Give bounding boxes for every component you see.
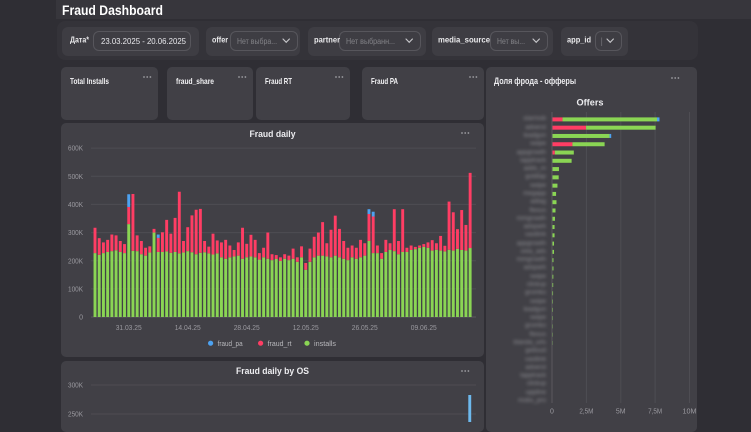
svg-text:7,5M: 7,5M xyxy=(648,409,662,416)
svg-text:09.06.25: 09.06.25 xyxy=(411,323,437,332)
svg-text:100K: 100K xyxy=(68,286,83,293)
svg-text:fraud_rt: fraud_rt xyxy=(268,341,292,348)
svg-text:│: │ xyxy=(600,37,604,47)
svg-text:0: 0 xyxy=(79,315,83,322)
svg-text:12.05.25: 12.05.25 xyxy=(293,323,319,332)
svg-text:media_source: media_source xyxy=(438,36,491,45)
svg-text:14.04.25: 14.04.25 xyxy=(175,323,201,332)
svg-text:Fraud Dashboard: Fraud Dashboard xyxy=(62,2,163,18)
svg-text:28.04.25: 28.04.25 xyxy=(234,323,260,332)
svg-text:300K: 300K xyxy=(68,230,83,237)
svg-text:300K: 300K xyxy=(68,382,83,389)
svg-text:Fraud RT: Fraud RT xyxy=(265,76,293,86)
svg-text:400K: 400K xyxy=(68,202,83,209)
svg-text:Fraud daily by OS: Fraud daily by OS xyxy=(236,366,309,376)
svg-text:26.05.25: 26.05.25 xyxy=(352,323,378,332)
svg-text:Total Installs: Total Installs xyxy=(70,76,109,86)
svg-text:offer: offer xyxy=(212,36,228,45)
svg-text:Доля фрода - офферы: Доля фрода - офферы xyxy=(494,76,576,86)
svg-text:Нет вы...: Нет вы... xyxy=(497,37,525,46)
svg-text:250K: 250K xyxy=(68,411,83,418)
svg-text:10M: 10M xyxy=(683,409,697,416)
svg-text:600K: 600K xyxy=(68,146,83,153)
svg-text:500K: 500K xyxy=(68,174,83,181)
svg-text:Fraud PA: Fraud PA xyxy=(371,76,398,86)
svg-text:Дата*: Дата* xyxy=(70,36,90,45)
svg-text:200K: 200K xyxy=(68,258,83,265)
svg-text:Offers: Offers xyxy=(577,98,604,109)
svg-text:23.03.2025 - 20.06.2025: 23.03.2025 - 20.06.2025 xyxy=(101,37,187,46)
svg-text:2,5M: 2,5M xyxy=(579,409,593,416)
svg-text:Нет выбра...: Нет выбра... xyxy=(237,37,277,46)
svg-text:Fraud daily: Fraud daily xyxy=(250,129,296,139)
svg-text:31.03.25: 31.03.25 xyxy=(116,323,142,332)
svg-text:fraud_pa: fraud_pa xyxy=(218,341,243,348)
svg-text:5M: 5M xyxy=(616,409,626,416)
svg-text:Нет выбранн...: Нет выбранн... xyxy=(346,37,395,46)
svg-text:installs: installs xyxy=(314,341,337,348)
svg-text:fraud_share: fraud_share xyxy=(176,76,214,86)
svg-text:app_id: app_id xyxy=(567,36,591,45)
svg-text:partner: partner xyxy=(314,36,340,45)
svg-text:0: 0 xyxy=(550,409,554,416)
